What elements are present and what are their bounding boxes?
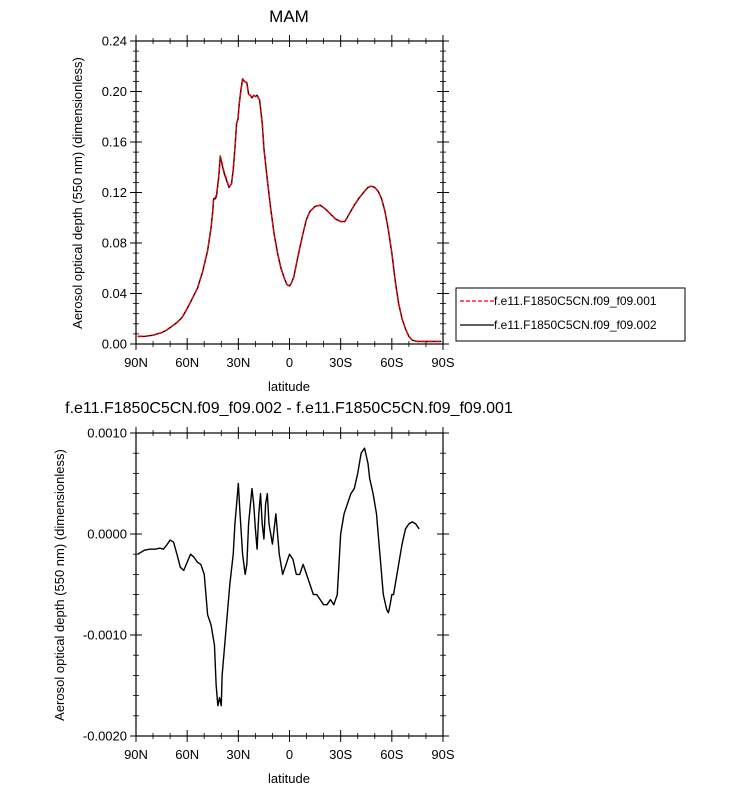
y-axis-label: Aerosol optical depth (550 nm) (dimensio… — [70, 57, 85, 329]
x-tick-label: 30S — [329, 355, 352, 370]
x-tick-label: 90N — [124, 355, 148, 370]
legend-label-002: f.e11.F1850C5CN.f09_f09.002 — [494, 318, 657, 332]
y-axis-label: Aerosol optical depth (550 nm) (dimensio… — [52, 449, 67, 721]
series-line-1 — [137, 447, 420, 707]
x-tick-label: 60S — [380, 747, 403, 762]
panel-difference: f.e11.F1850C5CN.f09_f09.002 - f.e11.F185… — [52, 400, 513, 786]
series-lines — [137, 78, 442, 343]
x-tick-label: 30S — [329, 747, 352, 762]
y-tick-label: 0.00 — [102, 337, 127, 352]
x-tick-label: 30N — [226, 747, 250, 762]
x-tick-label: 90N — [124, 747, 148, 762]
panel-mam: MAM 0.00 0.04 0.08 0.12 0.16 0.20 0.24 90N 60N 3… — [70, 7, 686, 394]
y-tick-label: 0.12 — [102, 185, 127, 200]
y-ticks: -0.0020 -0.0010 0.0000 0.0010 — [83, 426, 449, 744]
y-tick-label: 0.24 — [102, 34, 127, 49]
plot-frame — [135, 432, 444, 737]
plot-frame — [135, 40, 444, 345]
legend-box — [455, 287, 686, 342]
y-tick-label: -0.0010 — [83, 628, 127, 643]
x-tick-label: 60N — [175, 355, 199, 370]
x-tick-label: 30N — [226, 355, 250, 370]
y-tick-label: 0.0010 — [87, 426, 127, 441]
x-tick-label: 60S — [380, 355, 403, 370]
series-lines — [137, 447, 420, 707]
y-tick-label: -0.0020 — [83, 729, 127, 744]
x-ticks: 90N 60N 30N 0 30S 60S 90S — [124, 427, 455, 762]
y-tick-label: 0.04 — [102, 286, 127, 301]
x-axis-label: latitude — [268, 771, 310, 786]
x-axis-label: latitude — [268, 379, 310, 394]
y-tick-label: 0.16 — [102, 135, 127, 150]
series-line-1 — [137, 78, 442, 343]
chart-title: MAM — [269, 7, 309, 26]
y-tick-label: 0.20 — [102, 84, 127, 99]
y-ticks: 0.00 0.04 0.08 0.12 0.16 0.20 0.24 — [102, 34, 449, 352]
x-tick-label: 60N — [175, 747, 199, 762]
x-tick-label: 90S — [431, 747, 454, 762]
y-tick-label: 0.08 — [102, 236, 127, 251]
x-ticks: 90N 60N 30N 0 30S 60S 90S — [124, 35, 455, 370]
x-tick-label: 90S — [431, 355, 454, 370]
legend: f.e11.F1850C5CN.f09_f09.001 f.e11.F1850C… — [455, 287, 686, 342]
chart-title: f.e11.F1850C5CN.f09_f09.002 - f.e11.F185… — [65, 400, 513, 417]
x-tick-label: 0 — [286, 747, 293, 762]
y-tick-label: 0.0000 — [87, 527, 127, 542]
series-line-2 — [137, 78, 442, 343]
legend-label-001: f.e11.F1850C5CN.f09_f09.001 — [494, 294, 657, 308]
x-tick-label: 0 — [286, 355, 293, 370]
